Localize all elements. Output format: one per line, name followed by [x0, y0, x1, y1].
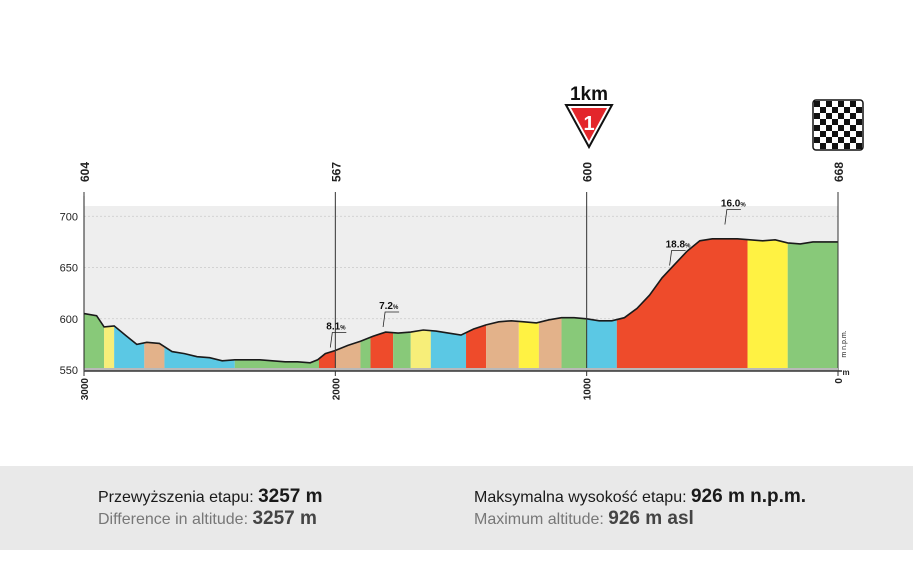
x-tick-label: 3000 — [80, 378, 91, 401]
gradient-pointer — [669, 250, 686, 266]
gradient-label: 8.1% — [326, 322, 346, 333]
y-axis-ticks: 550 600 650 700 — [60, 196, 85, 377]
km-marker-number: 1 — [583, 113, 594, 135]
checkpoint-label: 668 — [832, 162, 846, 182]
x-tick-label: 1000 — [583, 378, 594, 401]
finish-flag-square — [856, 119, 862, 125]
max-altitude-en: Maximum altitude: 926 m asl — [474, 508, 694, 529]
y-tick-label: 600 — [60, 314, 78, 326]
finish-flag-square — [814, 137, 820, 143]
finish-flag-square — [832, 119, 838, 125]
finish-flag-square — [820, 131, 826, 137]
finish-flag-square — [844, 143, 850, 149]
profile-outline — [83, 238, 838, 364]
gradient-label: 18.8% — [666, 240, 691, 251]
finish-flag-square — [844, 131, 850, 137]
gradient-unit: % — [340, 326, 346, 332]
finish-flag-square — [832, 131, 838, 137]
checkpoint-label: 600 — [581, 162, 595, 182]
finish-flag-square — [850, 137, 856, 143]
right-x-unit-label: m — [842, 368, 849, 377]
right-y-unit-label: m n.p.m. — [841, 330, 848, 357]
checkpoint-labels: 604 567 600 668 — [78, 162, 846, 182]
finish-flag-square — [814, 101, 820, 107]
gradient-unit: % — [393, 305, 399, 311]
profile-segment — [747, 238, 788, 370]
y-tick-label: 650 — [60, 263, 78, 275]
profile-base-strip — [84, 368, 838, 371]
y-tick-label: 700 — [60, 211, 78, 223]
finish-flag-square — [832, 107, 838, 113]
gradient-pointer — [724, 209, 741, 225]
finish-flag-square — [844, 119, 850, 125]
finish-flag-square — [820, 143, 826, 149]
altitude-difference-pl: Przewyższenia etapu: 3257 m — [98, 486, 323, 507]
finish-flag-square — [820, 107, 826, 113]
finish-flag-square — [856, 143, 862, 149]
finish-flag-square — [820, 119, 826, 125]
finish-flag-square — [856, 131, 862, 137]
finish-flag-square — [826, 137, 832, 143]
finish-flag-square — [826, 113, 832, 119]
finish-flag-square — [850, 101, 856, 107]
altitude-difference-en: Difference in altitude: 3257 m — [98, 508, 317, 529]
finish-flag-square — [832, 143, 838, 149]
km-marker-label: 1km — [570, 84, 608, 105]
finish-flag-square — [838, 125, 844, 131]
finish-flag-square — [826, 125, 832, 131]
finish-flag-square — [814, 113, 820, 119]
x-axis-ticks: 3000 2000 1000 0 — [80, 378, 845, 401]
finish-flag-square — [850, 125, 856, 131]
x-tick-label: 0 — [834, 378, 845, 384]
gradient-unit: % — [685, 244, 691, 250]
checkpoint-label: 567 — [329, 162, 343, 182]
finish-flag-square — [838, 137, 844, 143]
km-marker: 1km 1 — [564, 84, 614, 150]
stage-stats-footer: Przewyższenia etapu: 3257 m Difference i… — [0, 466, 913, 550]
axis-base — [84, 368, 842, 372]
max-altitude-pl: Maksymalna wysokość etapu: 926 m n.p.m. — [474, 486, 807, 507]
gradient-pointer — [382, 311, 400, 328]
finish-flag-square — [856, 107, 862, 113]
gradient-unit: % — [740, 203, 746, 209]
gradient-label: 7.2% — [379, 301, 399, 312]
km-marker-triangle-inner — [571, 108, 607, 141]
y-tick-label: 550 — [60, 365, 78, 377]
finish-flag-square — [850, 113, 856, 119]
finish-flag-square — [844, 107, 850, 113]
finish-flag-square — [838, 101, 844, 107]
finish-flag-icon — [812, 99, 864, 151]
finish-flag-square — [814, 125, 820, 131]
gradient-pointer — [329, 332, 347, 348]
finish-flag-square — [826, 101, 832, 107]
x-tick-label: 2000 — [331, 378, 342, 401]
gradient-labels: 8.1% 7.2% 18.8% 16.0% — [326, 199, 746, 348]
profile-segment — [787, 238, 838, 370]
checkpoint-label: 604 — [78, 162, 92, 182]
gradient-label: 16.0% — [721, 199, 746, 210]
finish-flag-square — [838, 113, 844, 119]
